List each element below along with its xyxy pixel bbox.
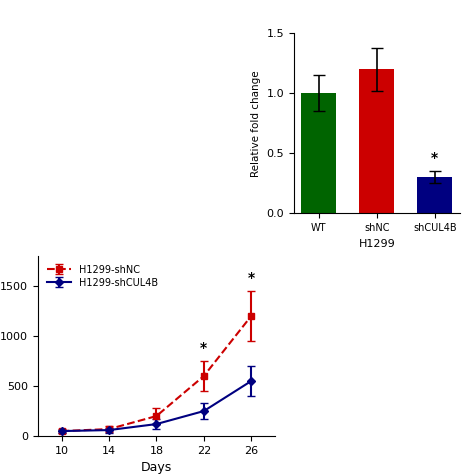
- Text: *: *: [247, 271, 255, 285]
- Text: *: *: [200, 341, 208, 355]
- Bar: [418, 177, 452, 213]
- Y-axis label: Relative fold change: Relative fold change: [251, 70, 261, 176]
- X-axis label: H1299: H1299: [358, 238, 395, 248]
- Bar: [359, 69, 394, 213]
- Text: *: *: [431, 151, 438, 165]
- Bar: [301, 93, 336, 213]
- Legend: H1299-shNC, H1299-shCUL4B: H1299-shNC, H1299-shCUL4B: [43, 261, 162, 292]
- X-axis label: Days: Days: [141, 461, 172, 474]
